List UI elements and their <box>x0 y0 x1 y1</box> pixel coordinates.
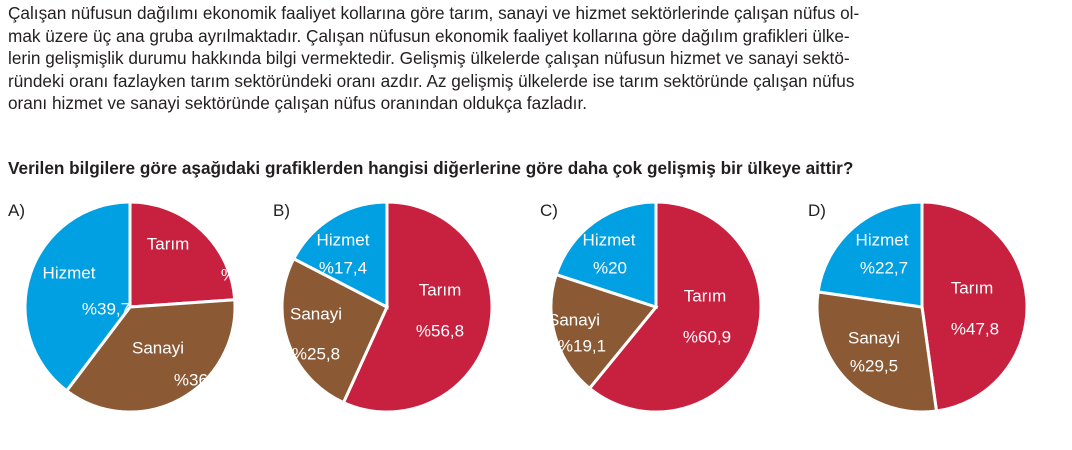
slice-percent-label: %22,7 <box>860 258 908 277</box>
chart-option-a[interactable]: A) Tarım %23,9 Sanayi %36,4 Hizmet %39,7 <box>8 197 270 429</box>
pie-slice-hizmet <box>23 200 132 393</box>
pie-slice-sanayi <box>815 290 939 414</box>
slice-name-label: Hizmet <box>583 230 636 249</box>
pie-slice-tarim <box>128 200 237 309</box>
pie-chart: Tarım %47,8 Sanayi %29,5 Hizmet %22,7 <box>815 200 1029 414</box>
slice-percent-label: %56,8 <box>416 321 464 340</box>
intro-line: ründeki oranı fazlayken tarım sektöründe… <box>8 70 855 91</box>
slice-name-label: Tarım <box>684 286 727 305</box>
pie-chart: Tarım %56,8 Sanayi %25,8 Hizmet %17,4 <box>280 200 494 414</box>
slice-name-label: Tarım <box>419 280 462 299</box>
slice-percent-label: %39,7 <box>82 299 130 318</box>
option-letter: D) <box>808 201 826 220</box>
slice-percent-label: %23,9 <box>221 265 269 284</box>
slice-name-label: Hizmet <box>856 230 909 249</box>
slice-percent-label: %60,9 <box>683 327 731 346</box>
slice-percent-label: %17,4 <box>319 258 367 277</box>
question-text: Verilen bilgilere göre aşağıdaki grafikl… <box>8 158 854 178</box>
pie-chart: Tarım %23,9 Sanayi %36,4 Hizmet %39,7 <box>23 200 269 414</box>
slice-percent-label: %36,4 <box>174 370 222 389</box>
pie-slice-tarim <box>920 200 1029 413</box>
slice-name-label: Tarım <box>147 234 190 253</box>
intro-line: mak üzere üç ana gruba ayrılmaktadır. Ça… <box>8 25 850 46</box>
pie-slice-tarim <box>341 200 494 414</box>
pie-slice-tarim <box>587 200 763 414</box>
slice-percent-label: %19,1 <box>558 336 606 355</box>
slice-percent-label: %29,5 <box>850 356 898 375</box>
pie-slice-hizmet <box>554 200 658 310</box>
chart-option-c[interactable]: C) Tarım %60,9 Sanayi %19,1 Hizmet %20 <box>540 197 802 429</box>
intro-line: oranı hizmet ve sanayi sektöründe çalışa… <box>8 93 587 114</box>
option-letter: B) <box>273 201 290 220</box>
chart-option-d[interactable]: D) Tarım %47,8 Sanayi %29,5 Hizmet %22,7 <box>808 197 1070 429</box>
pie-slice-sanayi <box>549 272 659 391</box>
slice-name-label: Hizmet <box>317 230 370 249</box>
option-letter: C) <box>540 201 558 220</box>
slice-name-label: Hizmet <box>43 263 96 282</box>
slice-name-label: Sanayi <box>548 310 600 329</box>
pie-slice-hizmet <box>291 200 389 310</box>
option-letter: A) <box>8 201 25 220</box>
slice-name-label: Sanayi <box>848 328 900 347</box>
pie-chart: Tarım %60,9 Sanayi %19,1 Hizmet %20 <box>548 200 763 414</box>
slice-percent-label: %47,8 <box>951 319 999 338</box>
slice-name-label: Sanayi <box>132 338 184 357</box>
intro-line: lerin gelişmişlik durumu hakkında bilgi … <box>8 48 850 69</box>
intro-line: Çalışan nüfusun dağılımı ekonomik faaliy… <box>8 3 860 23</box>
slice-percent-label: %25,8 <box>292 344 340 363</box>
slice-name-label: Tarım <box>951 278 994 297</box>
chart-option-b[interactable]: B) Tarım %56,8 Sanayi %25,8 Hizmet %17,4 <box>273 197 535 429</box>
pie-slice-hizmet <box>816 200 924 309</box>
intro-paragraph: Çalışan nüfusun dağılımı ekonomik faaliy… <box>8 2 1064 115</box>
slice-name-label: Sanayi <box>290 304 342 323</box>
slice-percent-label: %20 <box>593 258 627 277</box>
pie-slice-sanayi <box>64 298 237 414</box>
